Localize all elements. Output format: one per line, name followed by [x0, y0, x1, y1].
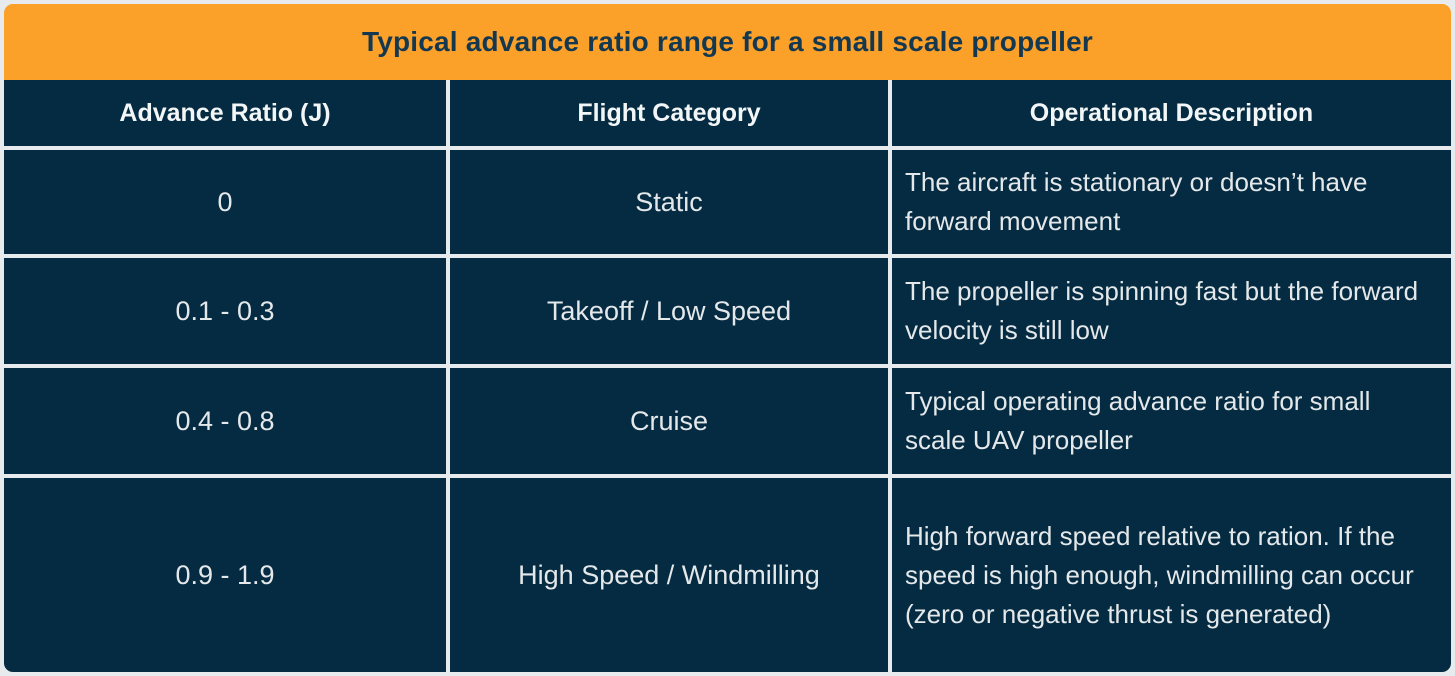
cell-ratio-row1: 0	[4, 150, 446, 254]
column-header-operational-description: Operational Description	[892, 80, 1451, 146]
column-header-flight-category: Flight Category	[450, 80, 888, 146]
cell-category-row1: Static	[450, 150, 888, 254]
cell-description-row4: High forward speed relative to ration. I…	[892, 478, 1451, 672]
advance-ratio-table: Advance Ratio (J) Flight Category Operat…	[4, 80, 1451, 672]
cell-category-row2: Takeoff / Low Speed	[450, 258, 888, 364]
cell-description-row1: The aircraft is stationary or doesn’t ha…	[892, 150, 1451, 254]
cell-description-row2: The propeller is spinning fast but the f…	[892, 258, 1451, 364]
cell-ratio-row4: 0.9 - 1.9	[4, 478, 446, 672]
advance-ratio-table-card: Typical advance ratio range for a small …	[4, 4, 1451, 672]
cell-ratio-row2: 0.1 - 0.3	[4, 258, 446, 364]
title-banner: Typical advance ratio range for a small …	[4, 4, 1451, 80]
cell-ratio-row3: 0.4 - 0.8	[4, 368, 446, 474]
cell-category-row4: High Speed / Windmilling	[450, 478, 888, 672]
table-title: Typical advance ratio range for a small …	[361, 26, 1093, 57]
cell-category-row3: Cruise	[450, 368, 888, 474]
cell-description-row3: Typical operating advance ratio for smal…	[892, 368, 1451, 474]
column-header-advance-ratio: Advance Ratio (J)	[4, 80, 446, 146]
